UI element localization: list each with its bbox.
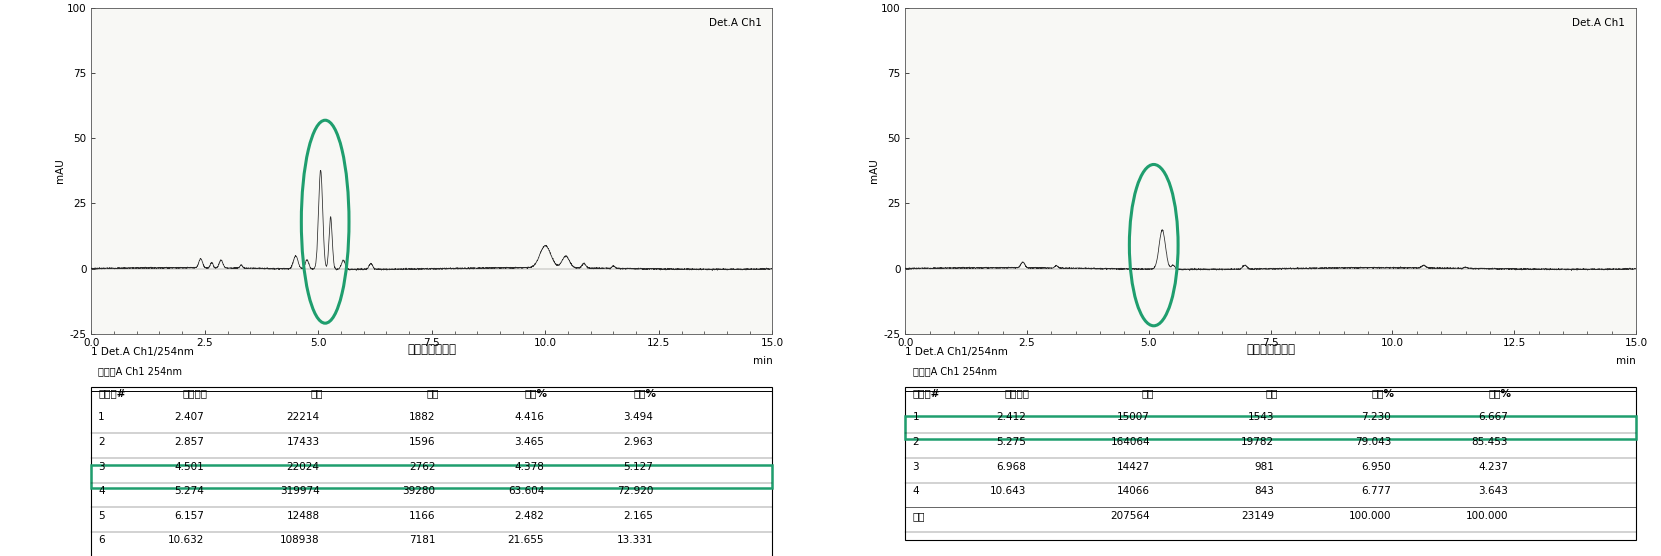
Text: 面積: 面積 (1141, 388, 1154, 398)
Text: 3.643: 3.643 (1478, 486, 1508, 496)
Text: 3: 3 (98, 461, 105, 471)
Text: 6.667: 6.667 (1478, 413, 1508, 423)
Text: 100.000: 100.000 (1465, 511, 1508, 521)
Text: 4: 4 (98, 486, 105, 496)
Text: 14066: 14066 (1118, 486, 1149, 496)
Text: 6: 6 (98, 535, 105, 545)
Text: 2.165: 2.165 (623, 511, 653, 521)
Text: 面積%: 面積% (525, 388, 548, 398)
Text: 7181: 7181 (409, 535, 435, 545)
Text: 3.494: 3.494 (623, 413, 653, 423)
Text: 2: 2 (98, 437, 105, 447)
Text: Det.A Ch1: Det.A Ch1 (709, 18, 762, 28)
Text: 5.127: 5.127 (623, 461, 653, 471)
Text: 17433: 17433 (286, 437, 319, 447)
Text: 7.230: 7.230 (1362, 413, 1392, 423)
Text: 4.501: 4.501 (174, 461, 204, 471)
Text: 981: 981 (1254, 461, 1274, 471)
Text: 1: 1 (98, 413, 105, 423)
Text: 検出器A Ch1 254nm: 検出器A Ch1 254nm (98, 366, 183, 376)
Text: 2: 2 (912, 437, 919, 447)
Text: ピークテーブル: ピークテーブル (1246, 343, 1296, 356)
Text: 高さ%: 高さ% (1488, 388, 1512, 398)
Text: 100.000: 100.000 (1349, 511, 1392, 521)
Text: 10.643: 10.643 (990, 486, 1026, 496)
Text: 5.274: 5.274 (174, 486, 204, 496)
Text: 63.604: 63.604 (508, 486, 545, 496)
Text: 15007: 15007 (1118, 413, 1149, 423)
Text: 6.777: 6.777 (1362, 486, 1392, 496)
Text: 6.157: 6.157 (174, 511, 204, 521)
Text: Det.A Ch1: Det.A Ch1 (1573, 18, 1624, 28)
Text: 10.632: 10.632 (168, 535, 204, 545)
Text: 6.950: 6.950 (1362, 461, 1392, 471)
Text: 39280: 39280 (402, 486, 435, 496)
Text: 1 Det.A Ch1/254nm: 1 Det.A Ch1/254nm (905, 348, 1008, 358)
Text: 1 Det.A Ch1/254nm: 1 Det.A Ch1/254nm (91, 348, 194, 358)
Text: 22024: 22024 (286, 461, 319, 471)
Text: 高さ: 高さ (427, 388, 439, 398)
Text: 13.331: 13.331 (616, 535, 653, 545)
Text: 843: 843 (1254, 486, 1274, 496)
Text: 4.237: 4.237 (1478, 461, 1508, 471)
Text: 合計: 合計 (912, 511, 925, 521)
Text: 72.920: 72.920 (616, 486, 653, 496)
Text: 1882: 1882 (409, 413, 435, 423)
Text: 5.275: 5.275 (997, 437, 1026, 447)
Text: 22214: 22214 (286, 413, 319, 423)
Text: 23149: 23149 (1241, 511, 1274, 521)
Text: 3: 3 (912, 461, 919, 471)
Text: ピーク#: ピーク# (912, 388, 940, 398)
Text: 108938: 108938 (279, 535, 319, 545)
Text: 検出器A Ch1 254nm: 検出器A Ch1 254nm (912, 366, 997, 376)
Text: 1166: 1166 (409, 511, 435, 521)
Text: 21.655: 21.655 (508, 535, 545, 545)
Text: 79.043: 79.043 (1355, 437, 1392, 447)
Text: 12488: 12488 (286, 511, 319, 521)
Text: 319974: 319974 (279, 486, 319, 496)
Text: 2.407: 2.407 (174, 413, 204, 423)
Text: min: min (1616, 356, 1636, 366)
Text: 保持時間: 保持時間 (1005, 388, 1030, 398)
Text: 2.412: 2.412 (997, 413, 1026, 423)
Text: 4.416: 4.416 (515, 413, 545, 423)
Text: 19782: 19782 (1241, 437, 1274, 447)
Y-axis label: mAU: mAU (55, 158, 65, 183)
Text: 高さ: 高さ (1266, 388, 1277, 398)
Text: 保持時間: 保持時間 (183, 388, 208, 398)
Text: 6.968: 6.968 (997, 461, 1026, 471)
Text: 207564: 207564 (1111, 511, 1149, 521)
Text: ピーク#: ピーク# (98, 388, 126, 398)
Text: 1: 1 (912, 413, 919, 423)
Text: 面積%: 面積% (1372, 388, 1395, 398)
Text: 高さ%: 高さ% (633, 388, 656, 398)
Text: ピークテーブル: ピークテーブル (407, 343, 457, 356)
Text: 1543: 1543 (1247, 413, 1274, 423)
Text: 2.963: 2.963 (623, 437, 653, 447)
Text: min: min (752, 356, 772, 366)
Text: 2.857: 2.857 (174, 437, 204, 447)
Text: 2762: 2762 (409, 461, 435, 471)
Text: 2.482: 2.482 (515, 511, 545, 521)
Text: 1596: 1596 (409, 437, 435, 447)
Text: 4.378: 4.378 (515, 461, 545, 471)
Text: 4: 4 (912, 486, 919, 496)
Text: 85.453: 85.453 (1472, 437, 1508, 447)
Text: 3.465: 3.465 (515, 437, 545, 447)
Text: 164064: 164064 (1111, 437, 1149, 447)
Text: 5: 5 (98, 511, 105, 521)
Text: 14427: 14427 (1116, 461, 1149, 471)
Y-axis label: mAU: mAU (869, 158, 879, 183)
Text: 面積: 面積 (311, 388, 322, 398)
